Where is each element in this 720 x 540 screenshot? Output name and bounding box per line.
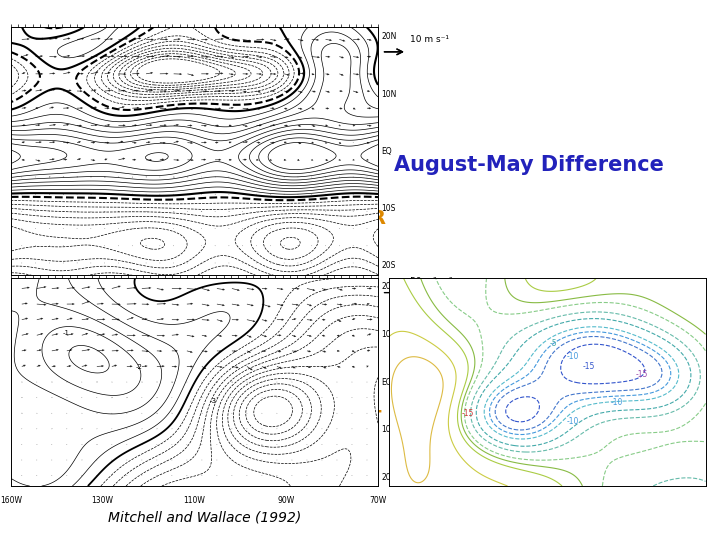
Text: -15: -15 [636, 370, 649, 379]
Text: 160W: 160W [0, 496, 22, 505]
Text: OLR (10WM-2) AND SURFACE WIND: OLR (10WM-2) AND SURFACE WIND [18, 262, 141, 269]
Text: 20S: 20S [382, 261, 396, 270]
Text: 50 m² s⁻²: 50 m² s⁻² [410, 276, 453, 286]
Text: Mitchell and Wallace (1992): Mitchell and Wallace (1992) [108, 510, 301, 524]
Text: 10N: 10N [382, 90, 397, 99]
Text: August-May Difference: August-May Difference [395, 154, 664, 175]
Text: Sea surface height (cm): Sea surface height (cm) [414, 442, 637, 460]
Text: 20N: 20N [382, 32, 397, 42]
Text: 20S: 20S [364, 473, 378, 482]
Text: SST: SST [342, 409, 382, 428]
Text: 10S: 10S [364, 426, 378, 434]
Text: EQ: EQ [382, 147, 392, 156]
Text: -10: -10 [567, 416, 579, 426]
Text: 10N: 10N [382, 330, 397, 339]
Text: 70W: 70W [369, 496, 387, 505]
Text: EQ: EQ [364, 377, 374, 387]
Text: 130W: 130W [91, 496, 114, 505]
Text: 10 m s⁻¹: 10 m s⁻¹ [410, 35, 449, 44]
Text: 10S: 10S [382, 426, 396, 434]
Text: -5: -5 [550, 339, 557, 348]
Text: 110W: 110W [184, 496, 205, 505]
Text: OLR: OLR [342, 209, 386, 228]
Text: 10N: 10N [364, 330, 379, 339]
Text: -15: -15 [582, 362, 595, 371]
Text: 90W: 90W [278, 496, 294, 505]
Text: -15: -15 [462, 409, 474, 418]
Text: -10: -10 [611, 399, 623, 407]
Text: -1: -1 [63, 330, 69, 336]
Text: -3: -3 [210, 398, 216, 404]
Text: 10S: 10S [382, 204, 396, 213]
Text: -2: -2 [136, 364, 143, 370]
Text: 20S: 20S [382, 473, 396, 482]
Text: EQ: EQ [382, 377, 392, 387]
Text: SST (0.5C): SST (0.5C) [18, 474, 55, 481]
Text: -10: -10 [567, 352, 579, 361]
Text: 20N: 20N [364, 282, 379, 291]
Text: 20N: 20N [382, 282, 397, 291]
